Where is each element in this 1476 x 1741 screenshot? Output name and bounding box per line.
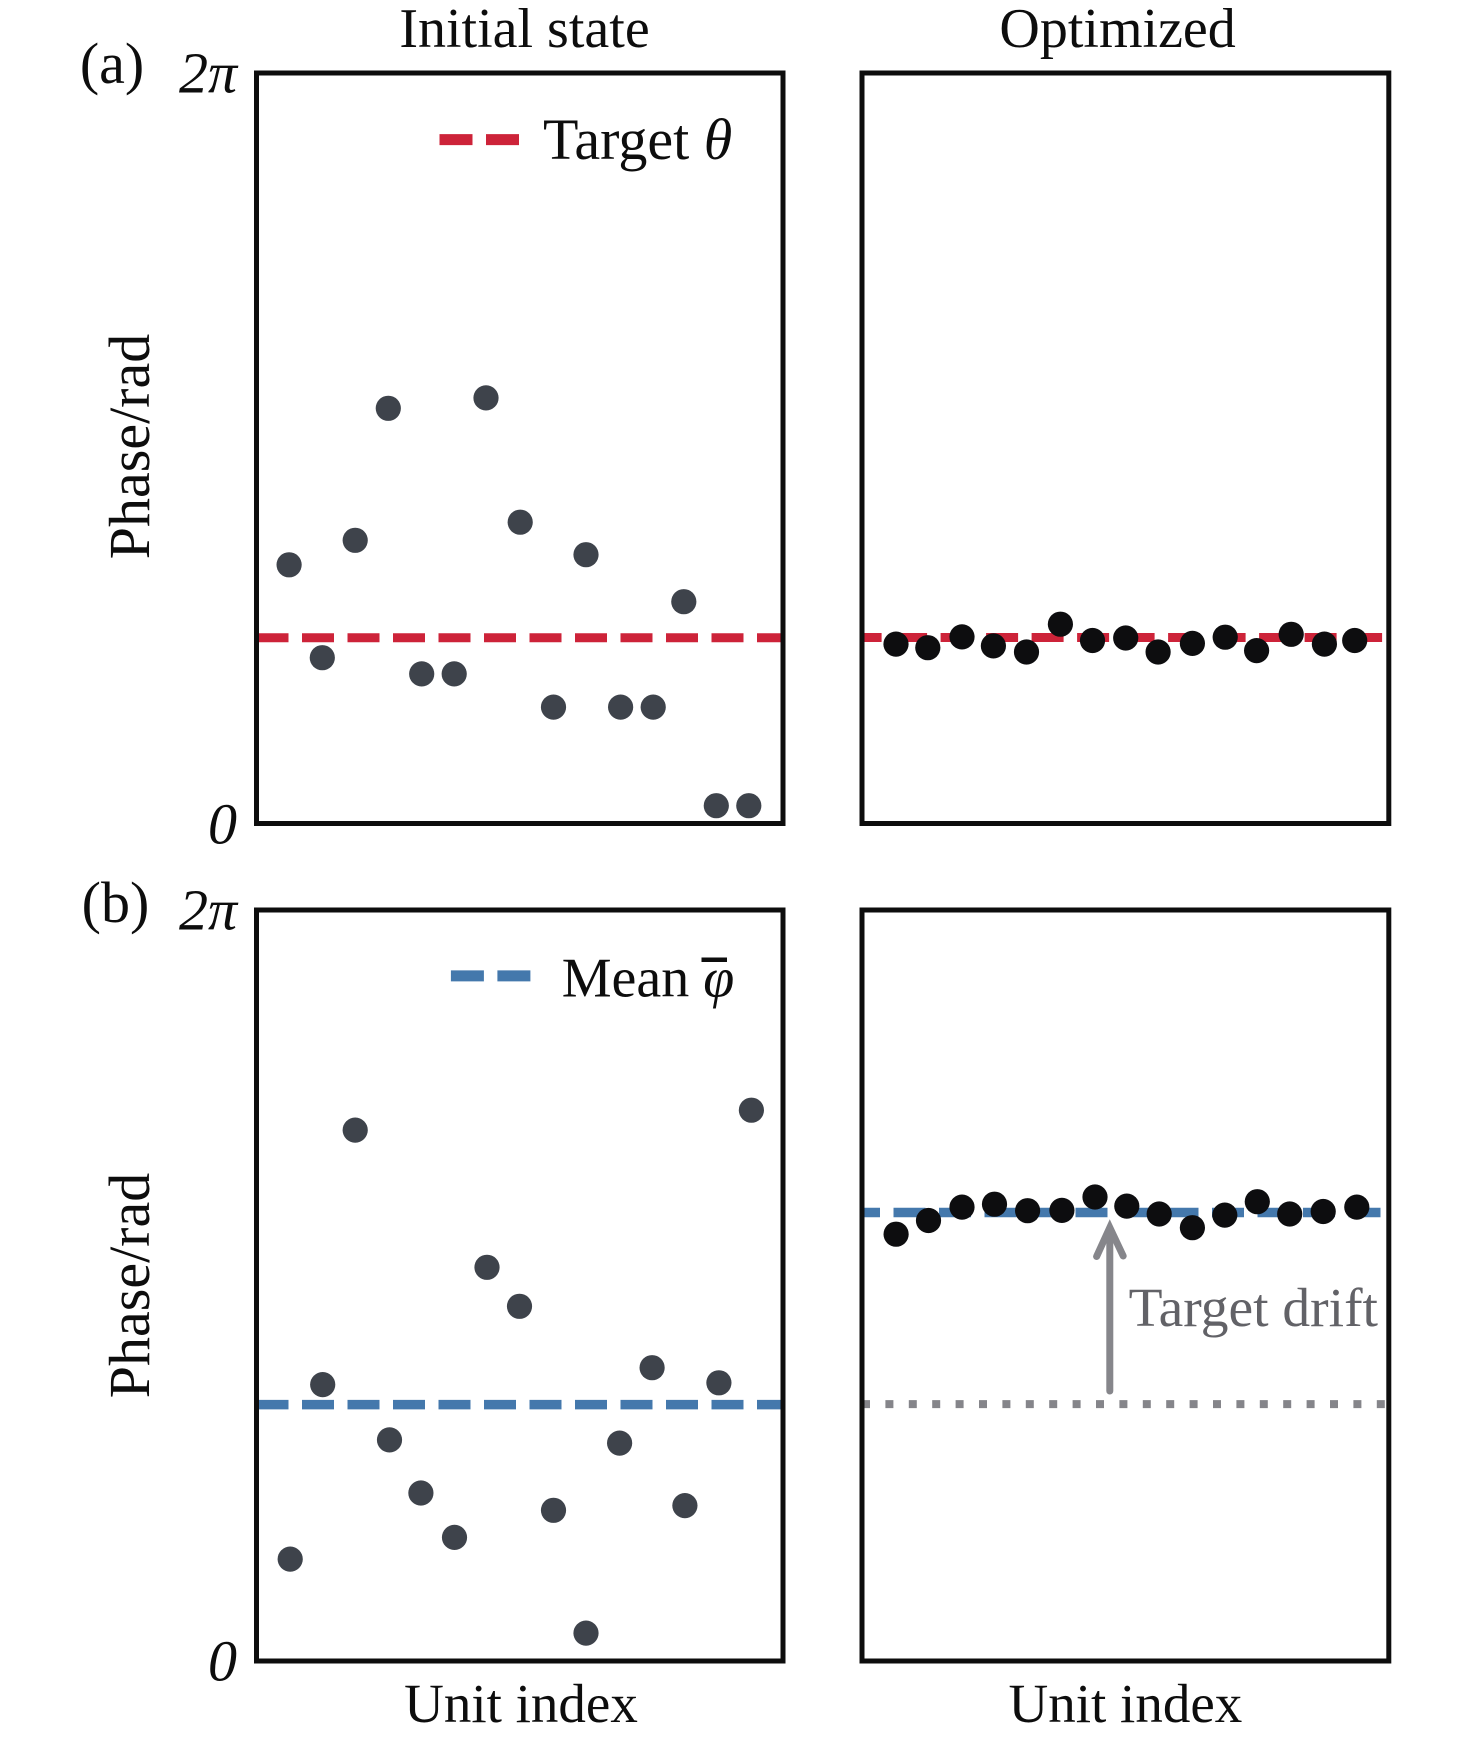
svg-text:(a): (a) bbox=[80, 31, 144, 96]
svg-text:Unit index: Unit index bbox=[1009, 1673, 1243, 1734]
svg-text:Initial state: Initial state bbox=[399, 0, 649, 60]
svg-text:Mean φ: Mean φ bbox=[562, 948, 735, 1010]
svg-text:2π: 2π bbox=[179, 878, 239, 943]
svg-text:0: 0 bbox=[208, 1629, 237, 1694]
svg-text:0: 0 bbox=[208, 792, 237, 857]
svg-text:Target drift: Target drift bbox=[1129, 1278, 1379, 1339]
svg-text:(b): (b) bbox=[82, 870, 150, 935]
svg-text:2π: 2π bbox=[179, 41, 239, 106]
svg-text:Unit index: Unit index bbox=[404, 1673, 638, 1734]
svg-text:Optimized: Optimized bbox=[999, 0, 1235, 60]
svg-text:Phase/rad: Phase/rad bbox=[97, 334, 162, 560]
svg-text:Target θ: Target θ bbox=[543, 107, 732, 172]
svg-text:Phase/rad: Phase/rad bbox=[97, 1173, 162, 1399]
